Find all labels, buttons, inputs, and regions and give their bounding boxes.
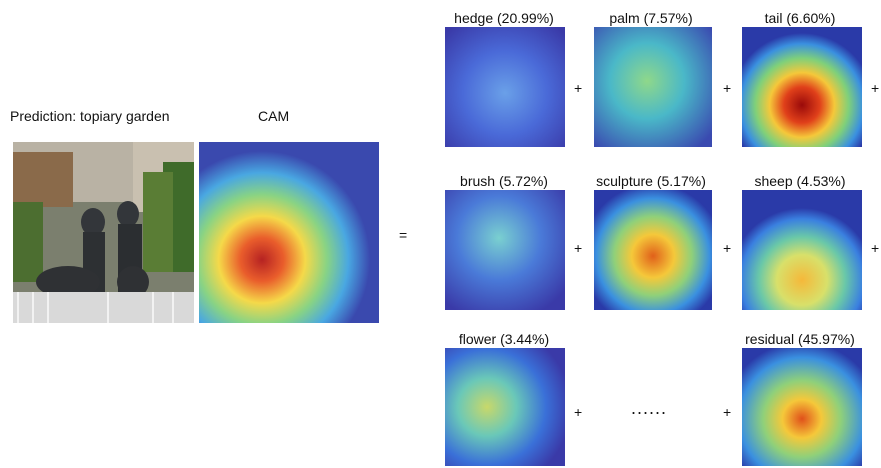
prediction-label: Prediction: topiary garden (10, 108, 170, 124)
input-photo (13, 142, 194, 323)
plus-sign: + (574, 404, 583, 420)
component-label-residual: residual (45.97%) (745, 331, 855, 347)
heatmap-palm-icon (594, 27, 712, 147)
component-label-tail: tail (6.60%) (764, 10, 836, 26)
ellipsis: ...... (631, 398, 668, 418)
heatmap-tail-icon (742, 27, 862, 147)
plus-sign: + (723, 240, 732, 256)
cam-heatmap (199, 142, 379, 323)
plus-sign: + (871, 240, 880, 256)
heatmap-flower-icon (445, 348, 565, 466)
heatmap-sheep-icon (742, 190, 862, 310)
plus-sign: + (723, 80, 732, 96)
cam-label: CAM (258, 108, 290, 124)
plus-sign: + (723, 404, 732, 420)
heatmap-brush-icon (445, 190, 565, 310)
plus-sign: + (871, 80, 880, 96)
plus-sign: + (574, 80, 583, 96)
plus-sign: + (574, 240, 583, 256)
heatmap-hedge-icon (445, 27, 565, 147)
heatmap-residual-icon (742, 348, 862, 466)
component-label-palm: palm (7.57%) (609, 10, 693, 26)
component-label-flower: flower (3.44%) (458, 331, 550, 347)
component-label-sculpture: sculpture (5.17%) (596, 173, 706, 189)
component-label-hedge: hedge (20.99%) (454, 10, 554, 26)
equals-sign: = (399, 227, 408, 243)
component-label-brush: brush (5.72%) (460, 173, 548, 189)
component-label-sheep: sheep (4.53%) (754, 173, 846, 189)
heatmap-sculpture-icon (594, 190, 712, 310)
